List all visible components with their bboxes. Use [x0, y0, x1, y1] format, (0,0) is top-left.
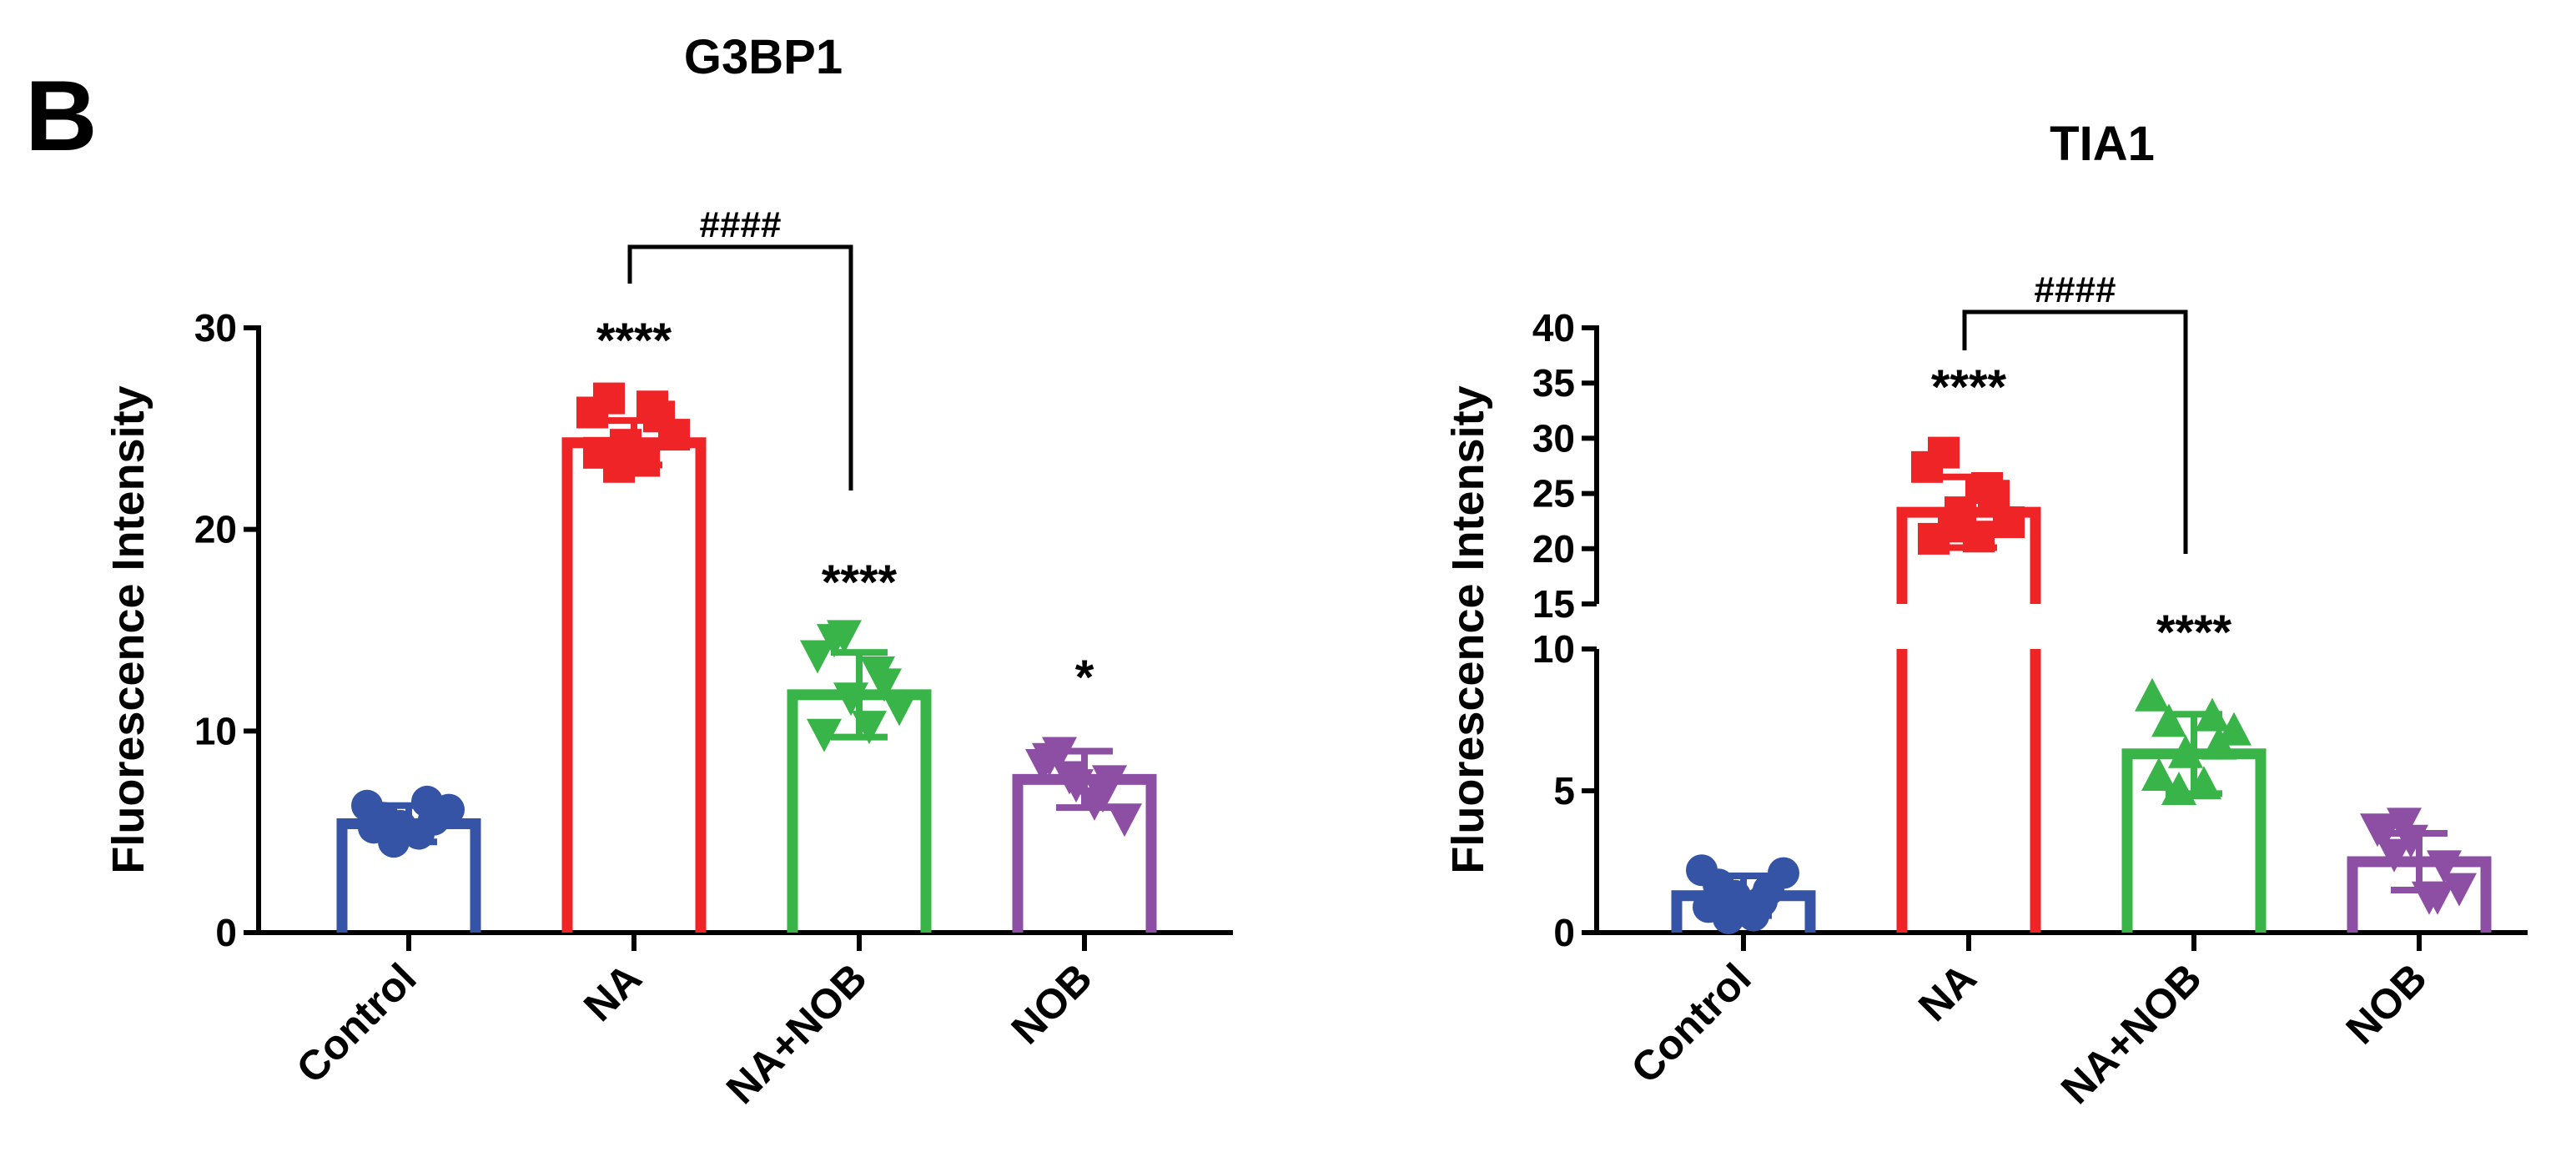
significance-na-nob: **** [2156, 606, 2232, 660]
y-tick-label: 20 [194, 508, 237, 551]
data-point-nob [1107, 803, 1142, 838]
panel-letter: B [25, 60, 98, 172]
y-tick-label: 10 [1532, 627, 1575, 671]
data-point-na-nob [882, 692, 917, 727]
data-point-nob [2377, 838, 2412, 873]
significance-na-nob: **** [822, 556, 898, 610]
data-point-nob [2387, 807, 2422, 842]
y-tick-label: 10 [194, 709, 237, 752]
x-tick-label-na: NA [575, 954, 651, 1030]
x-tick-label-nob: NOB [1003, 954, 1101, 1053]
data-point-na-nob [2216, 712, 2251, 746]
data-point-na-nob [2141, 757, 2176, 791]
comparison-bracket [627, 244, 853, 490]
comparison-label: #### [2035, 269, 2116, 310]
significance-na: **** [596, 314, 672, 368]
data-point-na-nob [2135, 677, 2170, 712]
y-axis-label: Fluorescence Intensity [1443, 385, 1493, 873]
y-tick-label: 35 [1532, 361, 1575, 405]
data-point-nob [2427, 850, 2462, 884]
data-point-na-nob [2151, 703, 2186, 737]
chart-g3bp1: G3BP1 Fluorescence Intensity 0 10 20 30 Contro… [103, 30, 1233, 1113]
data-point-na [636, 390, 668, 423]
y-tick-label: 15 [1532, 582, 1575, 626]
data-point-na [1938, 511, 1970, 543]
comparison-label: #### [700, 204, 782, 245]
data-point-nob [2442, 873, 2477, 907]
y-tick-label: 20 [1532, 527, 1575, 571]
y-tick-label: 30 [194, 306, 237, 350]
data-point-nob [2367, 816, 2402, 850]
chart-title: TIA1 [2050, 117, 2155, 171]
x-tick-label-control: Control [288, 954, 425, 1092]
y-tick-label: 0 [1553, 911, 1575, 954]
significance-na: **** [1931, 360, 2007, 415]
x-tick-label-na-nob: NA+NOB [717, 954, 876, 1113]
y-axis-label: Fluorescence Intensity [103, 385, 153, 873]
significance-nob: * [1075, 651, 1094, 705]
y-tick-label: 40 [1532, 306, 1575, 350]
data-point-na [658, 419, 690, 451]
x-tick-label-na: NA [1909, 954, 1985, 1030]
x-tick-label-control: Control [1623, 954, 1760, 1092]
data-point-nob [1085, 779, 1120, 813]
data-point-na-nob [800, 640, 835, 674]
data-point-na [593, 382, 625, 415]
data-point-control [1768, 857, 1799, 889]
data-point-control [411, 785, 443, 817]
chart-title: G3BP1 [684, 30, 843, 84]
data-point-nob [1052, 761, 1087, 795]
data-point-na-nob [827, 620, 862, 654]
x-tick-label-nob: NOB [2337, 954, 2436, 1053]
y-tick-label: 5 [1553, 769, 1575, 812]
comparison-bracket [1962, 309, 2188, 554]
y-tick-label: 0 [215, 911, 237, 954]
data-point-na [1928, 436, 1960, 469]
y-tick-label: 25 [1532, 472, 1575, 516]
data-point-na-nob [860, 656, 895, 690]
data-point-na-nob [807, 718, 842, 752]
y-tick-label: 30 [1532, 416, 1575, 460]
data-point-control [1746, 885, 1778, 918]
x-tick-label-na-nob: NA+NOB [2052, 954, 2211, 1113]
data-point-na [1993, 506, 2025, 539]
